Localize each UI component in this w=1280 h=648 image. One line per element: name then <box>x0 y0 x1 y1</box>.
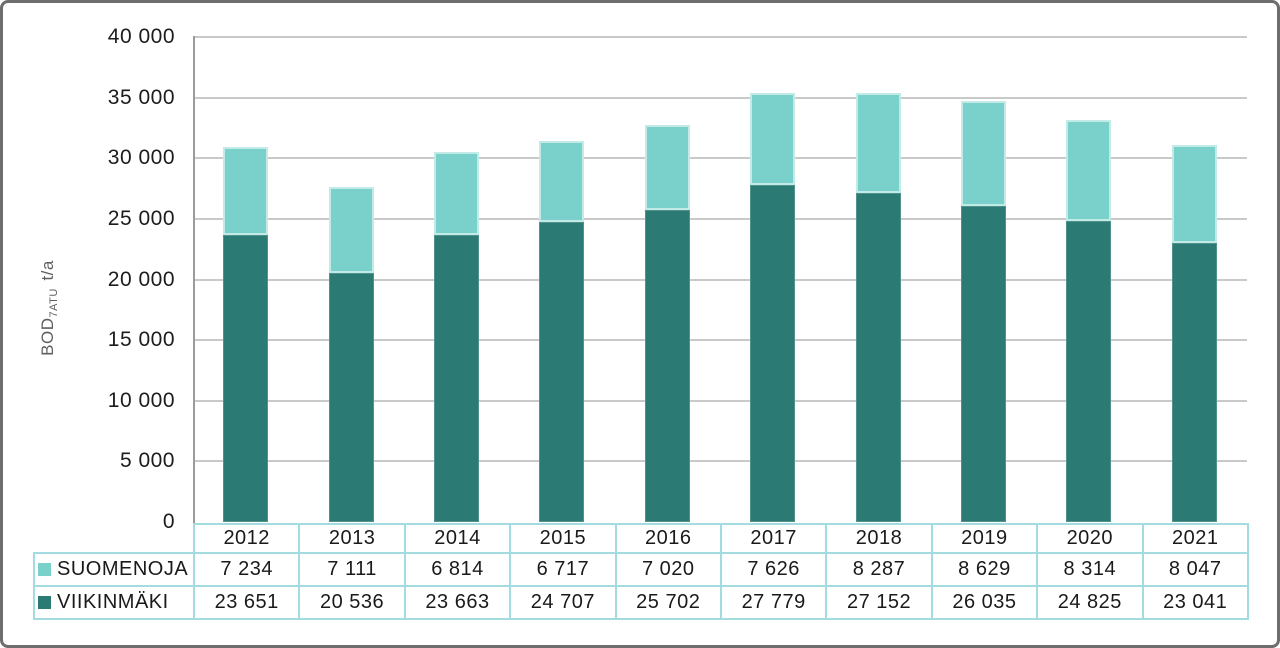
year-cell: 2015 <box>509 523 617 554</box>
series-header-cell: SUOMENOJA <box>33 552 195 587</box>
y-tick-label: 15 000 <box>107 328 175 352</box>
table-row-suomenoja: SUOMENOJA 7 234 7 111 6 814 6 717 7 020 7 626 8… <box>33 552 1249 587</box>
bar-segment-viikinmaki-2014 <box>434 235 479 522</box>
year-cell: 2012 <box>192 523 301 554</box>
value-cell: 7 234 <box>192 552 301 587</box>
value-cell: 26 035 <box>930 585 1039 620</box>
year-cell: 2019 <box>930 523 1039 554</box>
year-cell: 2013 <box>298 523 406 554</box>
value-cell: 6 814 <box>403 552 512 587</box>
value-cell: 27 779 <box>719 585 828 620</box>
value-cell: 8 629 <box>930 552 1039 587</box>
year-cell: 2020 <box>1036 523 1144 554</box>
value-cell: 27 152 <box>825 585 933 620</box>
value-cell: 7 111 <box>298 552 406 587</box>
value-cell: 20 536 <box>298 585 406 620</box>
table-row-viikinmaki: VIIKINMÄKI 23 651 20 536 23 663 24 707 25 702… <box>33 585 1249 620</box>
gridline <box>194 217 1247 220</box>
value-cell: 23 663 <box>403 585 512 620</box>
bar-segment-viikinmaki-2017 <box>750 185 796 522</box>
bar-segment-suomenoja-2014 <box>434 152 479 235</box>
value-cell: 8 287 <box>825 552 933 587</box>
gridline <box>194 157 1247 160</box>
gridline <box>194 278 1247 281</box>
series-header-cell: VIIKINMÄKI <box>33 585 195 620</box>
y-axis-title-unit: t/a <box>37 260 57 281</box>
series-name-label: VIIKINMÄKI <box>57 591 169 613</box>
bar-segment-viikinmaki-2019 <box>961 206 1006 522</box>
bar-segment-viikinmaki-2021 <box>1171 243 1217 522</box>
y-axis-title-prefix: BOD <box>37 317 57 356</box>
y-tick-label: 0 <box>162 510 175 533</box>
bar-segment-viikinmaki-2020 <box>1066 221 1112 522</box>
value-cell: 24 825 <box>1036 585 1144 620</box>
gridline <box>194 460 1247 463</box>
value-cell: 8 314 <box>1036 552 1144 587</box>
bar-segment-suomenoja-2012 <box>223 147 269 235</box>
bar-segment-suomenoja-2020 <box>1066 120 1112 221</box>
bar-segment-suomenoja-2016 <box>644 125 690 210</box>
bar-segment-viikinmaki-2015 <box>539 222 585 522</box>
bar-segment-viikinmaki-2013 <box>328 273 374 522</box>
value-cell: 8 047 <box>1141 552 1249 587</box>
y-tick-label: 10 000 <box>107 388 175 412</box>
value-cell: 23 041 <box>1141 585 1249 620</box>
gridline <box>194 36 1247 38</box>
bar-segment-suomenoja-2017 <box>750 93 796 185</box>
gridline <box>194 399 1247 402</box>
gridline <box>194 339 1247 342</box>
year-cell: 2021 <box>1141 523 1249 554</box>
bar-segment-suomenoja-2019 <box>961 101 1006 206</box>
y-axis-title-subscript: 7ATU <box>48 288 61 318</box>
y-tick-label: 35 000 <box>107 85 175 109</box>
year-cell: 2016 <box>614 523 722 554</box>
value-cell: 25 702 <box>614 585 722 620</box>
series-name-label: SUOMENOJA <box>57 558 189 580</box>
bar-segment-viikinmaki-2018 <box>855 193 901 522</box>
data-table: 2012 2013 2014 2015 2016 2017 2018 2019 2020 2021… <box>33 523 1249 620</box>
bar-segment-viikinmaki-2016 <box>644 210 690 522</box>
value-cell: 7 626 <box>719 552 828 587</box>
legend-swatch-icon <box>38 596 51 609</box>
bar-segment-viikinmaki-2012 <box>223 235 269 522</box>
y-tick-label: 20 000 <box>107 267 175 291</box>
table-year-row: 2012 2013 2014 2015 2016 2017 2018 2019 2020 2021 <box>34 523 1249 554</box>
value-cell: 23 651 <box>192 585 301 620</box>
stacked-bar-chart: 0 5 000 10 000 15 000 20 000 25 000 30 000 35 0… <box>3 3 1277 645</box>
y-axis-line <box>193 36 195 523</box>
value-cell: 6 717 <box>509 552 617 587</box>
y-tick-label: 25 000 <box>107 206 175 230</box>
table-corner-cell <box>34 524 194 553</box>
y-tick-label: 5 000 <box>119 449 175 473</box>
gridline <box>194 96 1247 99</box>
bar-segment-suomenoja-2021 <box>1171 145 1217 243</box>
y-axis-title: BOD7ATU t/a <box>38 260 60 356</box>
year-cell: 2018 <box>825 523 933 554</box>
bar-segment-suomenoja-2018 <box>855 93 901 193</box>
y-tick-label: 30 000 <box>107 146 175 170</box>
legend-swatch-icon <box>38 563 51 576</box>
value-cell: 24 707 <box>509 585 617 620</box>
year-cell: 2017 <box>719 523 828 554</box>
value-cell: 7 020 <box>614 552 722 587</box>
bar-segment-suomenoja-2013 <box>328 187 374 273</box>
bar-segment-suomenoja-2015 <box>539 141 585 222</box>
year-cell: 2014 <box>403 523 512 554</box>
y-tick-label: 40 000 <box>107 25 175 48</box>
